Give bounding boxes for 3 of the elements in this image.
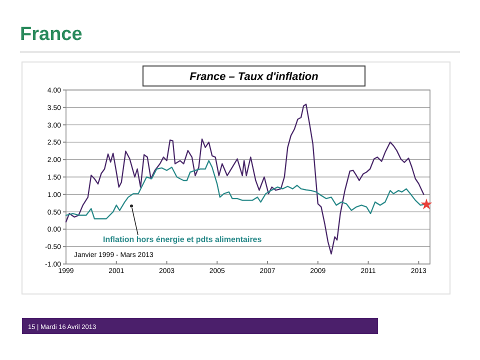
- chart-title: France: [20, 24, 82, 45]
- chart-subtitle: France – Taux d'inflation: [190, 71, 319, 83]
- text: Inflation hors énergie et pdts alimentaires: [103, 235, 262, 244]
